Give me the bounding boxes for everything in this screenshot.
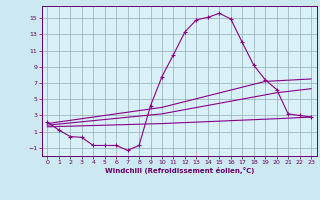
X-axis label: Windchill (Refroidissement éolien,°C): Windchill (Refroidissement éolien,°C): [105, 167, 254, 174]
